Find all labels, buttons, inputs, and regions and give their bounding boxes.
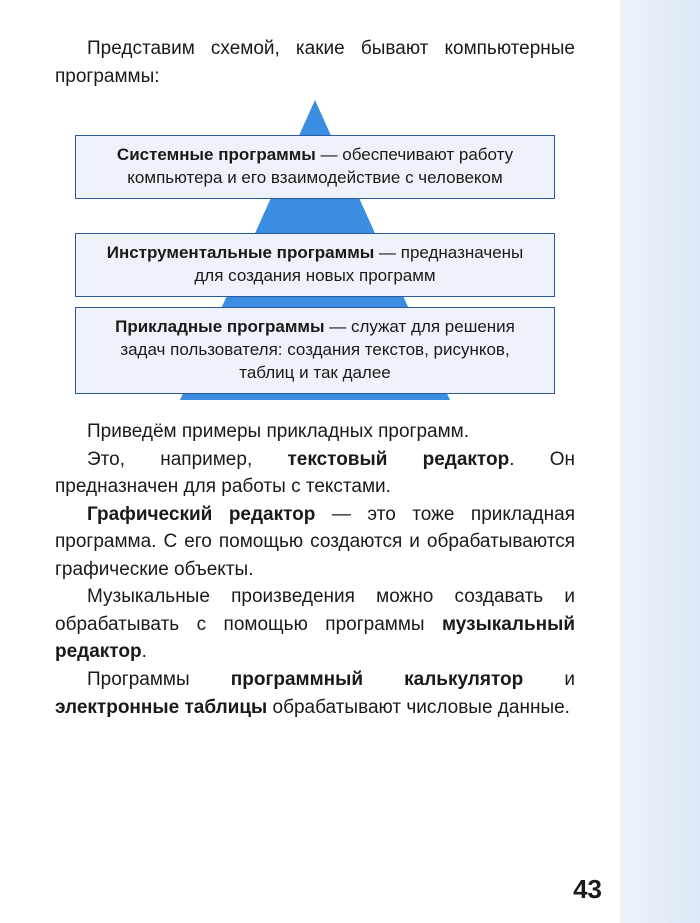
right-margin-strip xyxy=(620,0,700,923)
p5-part-a: Программы xyxy=(87,669,231,690)
p2-bold: текстовый редактор xyxy=(287,449,509,470)
paragraph-1: Приведём примеры прикладных программ. xyxy=(55,418,575,446)
p5-part-c: и xyxy=(523,669,575,690)
box3-title: Прикладные программы xyxy=(115,317,324,336)
textbook-page: Представим схемой, какие бывают компьюте… xyxy=(0,0,620,923)
triangle-diagram: Системные программы — обеспечивают работ… xyxy=(55,100,575,400)
page-number: 43 xyxy=(573,874,602,905)
p3-bold: Графический редактор xyxy=(87,504,315,525)
p2-part-a: Это, например, xyxy=(87,449,287,470)
intro-paragraph: Представим схемой, какие бывают компьюте… xyxy=(55,35,575,90)
paragraph-5: Программы программный калькулятор и элек… xyxy=(55,666,575,721)
p4-part-c: . xyxy=(142,641,147,662)
p5-bold-1: программный калькулятор xyxy=(231,669,523,690)
diagram-box-3: Прикладные программы — служат для решени… xyxy=(75,307,555,394)
paragraph-4: Музыкальные произведения можно создавать… xyxy=(55,583,575,666)
p5-bold-2: электронные таблицы xyxy=(55,697,267,718)
diagram-box-2: Инструментальные программы — предназначе… xyxy=(75,233,555,297)
p5-part-e: обрабатывают числовые данные. xyxy=(267,697,570,718)
paragraph-2: Это, например, текстовый редактор. Он пр… xyxy=(55,446,575,501)
box1-title: Системные программы xyxy=(117,145,316,164)
diagram-box-1: Системные программы — обеспечивают работ… xyxy=(75,135,555,199)
paragraph-3: Графический редактор — это тоже прикладн… xyxy=(55,501,575,584)
box2-title: Инструментальные программы xyxy=(107,243,375,262)
